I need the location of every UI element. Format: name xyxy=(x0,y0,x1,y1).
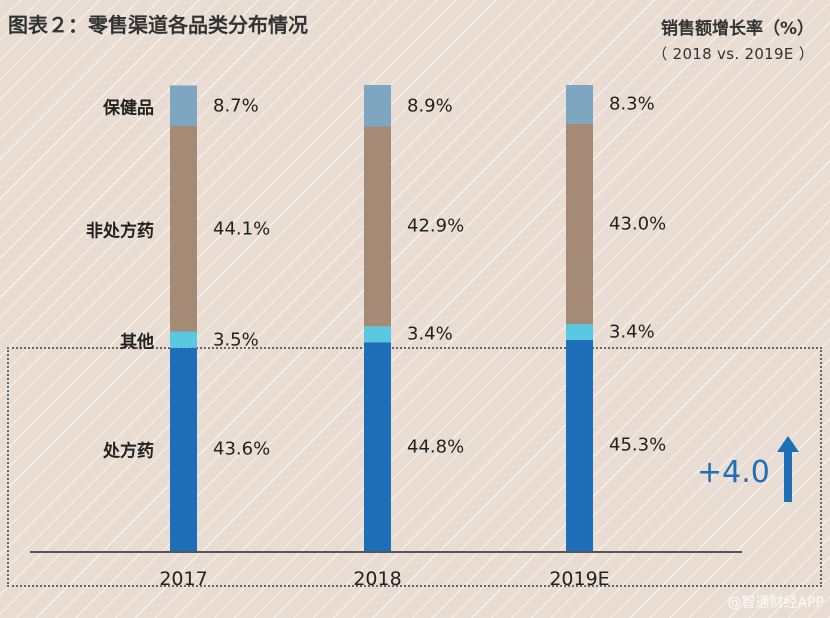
growth-rate-header: 销售额增长率（%） （ 2018 vs. 2019E ） xyxy=(652,17,814,67)
bar-segment-2019E-1 xyxy=(566,324,593,340)
data-label: 43.6% xyxy=(213,438,271,460)
bar-segment-2017-3 xyxy=(170,85,197,127)
watermark: @智通财经APP xyxy=(727,595,824,611)
growth-rate-header-line1: 销售额增长率（%） xyxy=(660,19,814,39)
bar-segment-2019E-3 xyxy=(566,85,593,124)
x-tick-label: 2018 xyxy=(353,568,402,590)
data-label: 42.9% xyxy=(407,215,465,237)
data-label: 3.4% xyxy=(407,323,453,345)
data-label: 44.8% xyxy=(407,436,465,458)
data-label: 8.9% xyxy=(407,95,453,117)
series-label: 非处方药 xyxy=(86,221,154,242)
bar-segment-2017-2 xyxy=(170,126,197,332)
bar-segment-2018-0 xyxy=(364,342,391,551)
bar-segment-2019E-0 xyxy=(566,339,593,551)
data-label: 8.7% xyxy=(213,95,259,117)
data-label: 45.3% xyxy=(609,434,667,456)
bar-segment-2018-1 xyxy=(364,326,391,343)
prescription-highlight-box xyxy=(7,347,822,587)
series-label: 其他 xyxy=(120,332,154,353)
bar-segment-2017-1 xyxy=(170,331,197,348)
chart-title: 图表２：零售渠道各品类分布情况 xyxy=(8,13,308,37)
bar-segment-2018-2 xyxy=(364,126,391,327)
x-axis-line xyxy=(30,551,742,553)
x-tick-label: 2017 xyxy=(159,568,208,590)
data-label: 8.3% xyxy=(609,93,655,115)
bar-segment-2017-0 xyxy=(170,347,197,551)
bar-segment-2018-3 xyxy=(364,85,391,127)
up-arrow-icon xyxy=(777,436,799,502)
data-label: 44.1% xyxy=(213,218,271,240)
series-label: 处方药 xyxy=(103,441,154,462)
growth-value: +4.0 xyxy=(697,455,770,490)
series-label: 保健品 xyxy=(103,98,154,119)
data-label: 3.4% xyxy=(609,321,655,343)
x-tick-label: 2019E xyxy=(549,568,610,590)
bar-segment-2019E-2 xyxy=(566,123,593,325)
data-label: 3.5% xyxy=(213,329,259,351)
growth-rate-header-line2: （ 2018 vs. 2019E ） xyxy=(652,45,814,63)
data-label: 43.0% xyxy=(609,213,667,235)
